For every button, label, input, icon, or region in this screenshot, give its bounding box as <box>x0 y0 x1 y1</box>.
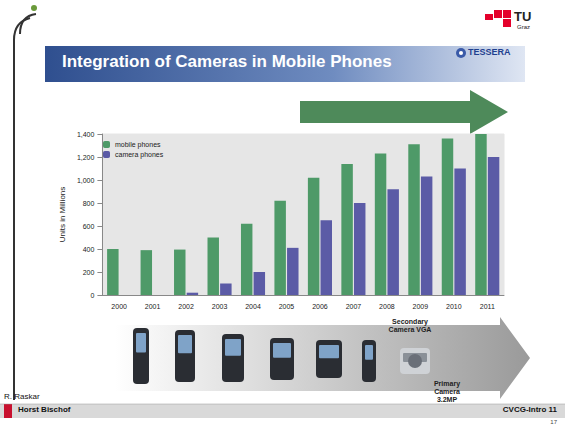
html-text:TU: TU <box>514 9 532 24</box>
svg-text:400: 400 <box>83 246 95 253</box>
svg-text:2007: 2007 <box>346 303 362 310</box>
html-text:17: 17 <box>550 419 557 425</box>
svg-text:2004: 2004 <box>245 303 261 310</box>
svg-text:Units in Millions: Units in Millions <box>58 187 67 243</box>
svg-text:1,200: 1,200 <box>77 154 95 161</box>
svg-text:2002: 2002 <box>178 303 194 310</box>
html-text:TESSERA: TESSERA <box>468 47 511 57</box>
svg-text:2001: 2001 <box>145 303 161 310</box>
svg-text:800: 800 <box>83 200 95 207</box>
svg-text:2000: 2000 <box>111 303 127 310</box>
svg-text:0: 0 <box>91 292 95 299</box>
svg-text:2006: 2006 <box>312 303 328 310</box>
html-text:Horst Bischof: Horst Bischof <box>18 405 71 414</box>
html-text:Integration of Cameras in Mobi: Integration of Cameras in Mobile Phones <box>62 52 392 71</box>
svg-text:2009: 2009 <box>413 303 429 310</box>
svg-text:1,000: 1,000 <box>77 177 95 184</box>
svg-text:600: 600 <box>83 223 95 230</box>
svg-text:camera phones: camera phones <box>115 151 164 159</box>
svg-text:200: 200 <box>83 269 95 276</box>
html-text:Graz: Graz <box>517 24 530 30</box>
svg-text:2010: 2010 <box>446 303 462 310</box>
html-text:R. Raskar: R. Raskar <box>4 392 40 401</box>
html-text:Primary Camera 3.2MP: Primary Camera 3.2MP <box>434 380 460 403</box>
svg-text:1,400: 1,400 <box>77 131 95 138</box>
html-text:Secondary Camera VGA: Secondary Camera VGA <box>388 318 432 333</box>
html-text:CVCG-Intro 11: CVCG-Intro 11 <box>502 405 557 414</box>
svg-text:2011: 2011 <box>480 303 495 310</box>
svg-text:mobile phones: mobile phones <box>115 141 161 149</box>
svg-text:2008: 2008 <box>379 303 395 310</box>
svg-text:2005: 2005 <box>279 303 295 310</box>
svg-text:2003: 2003 <box>212 303 228 310</box>
